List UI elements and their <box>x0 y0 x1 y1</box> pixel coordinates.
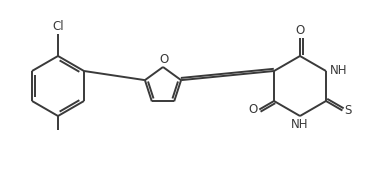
Text: S: S <box>344 104 352 117</box>
Text: O: O <box>295 24 305 37</box>
Text: Cl: Cl <box>52 20 64 33</box>
Text: NH: NH <box>291 118 309 131</box>
Text: NH: NH <box>330 64 347 77</box>
Text: O: O <box>248 103 257 116</box>
Text: O: O <box>159 53 169 66</box>
